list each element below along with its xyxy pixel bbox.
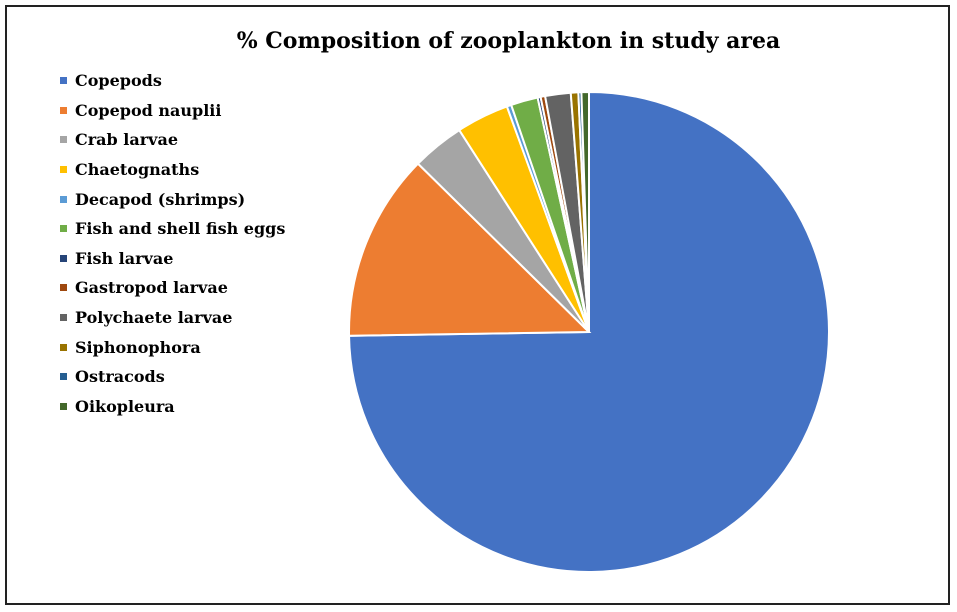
legend-item-siphonophora: Siphonophora [60,332,285,362]
legend-label: Fish larvae [75,248,174,268]
legend-item-fish-larvae: Fish larvae [60,244,285,274]
legend-swatch [60,77,67,85]
legend-item-gastropod-larvae: Gastropod larvae [60,273,285,303]
legend-item-ostracods: Ostracods [60,362,285,392]
legend-swatch [60,166,67,174]
legend-label: Ostracods [75,367,165,387]
legend-swatch [60,195,67,203]
chart-title: % Composition of zooplankton in study ar… [236,28,781,54]
legend-item-copepods: Copepods [60,66,285,96]
legend-swatch [60,373,67,381]
legend-item-fish-and-shell-fish-eggs: Fish and shell fish eggs [60,214,285,244]
legend-label: Gastropod larvae [75,278,228,298]
legend-swatch [60,343,67,351]
legend-label: Chaetognaths [75,160,200,180]
chart-legend: Copepods Copepod nauplii Crab larvae Chaeto… [60,66,285,421]
legend-label: Copepods [75,71,162,91]
legend-label: Fish and shell fish eggs [75,219,286,239]
legend-label: Polychaete larvae [75,308,233,328]
legend-label: Crab larvae [75,130,179,150]
legend-item-copepod-nauplii: Copepod nauplii [60,96,285,126]
legend-item-chaetognaths: Chaetognaths [60,155,285,185]
legend-swatch [60,314,67,322]
pie-slice-oikopleura [580,90,590,333]
legend-swatch [60,225,67,233]
pie-slice-copepod-nauplii [348,162,592,337]
legend-item-oikopleura: Oikopleura [60,392,285,422]
legend-swatch [60,106,67,114]
legend-swatch [60,136,67,144]
pie-slice-copepods [348,90,830,573]
legend-swatch [60,284,67,292]
legend-label: Copepod nauplii [75,100,222,120]
legend-label: Decapod (shrimps) [75,189,246,209]
legend-label: Siphonophora [75,337,201,357]
legend-swatch [60,402,67,410]
legend-label: Oikopleura [75,396,175,416]
legend-item-polychaete-larvae: Polychaete larvae [60,303,285,333]
legend-item-crab-larvae: Crab larvae [60,125,285,155]
legend-item-decapod-shrimps: Decapod (shrimps) [60,184,285,214]
legend-swatch [60,254,67,262]
